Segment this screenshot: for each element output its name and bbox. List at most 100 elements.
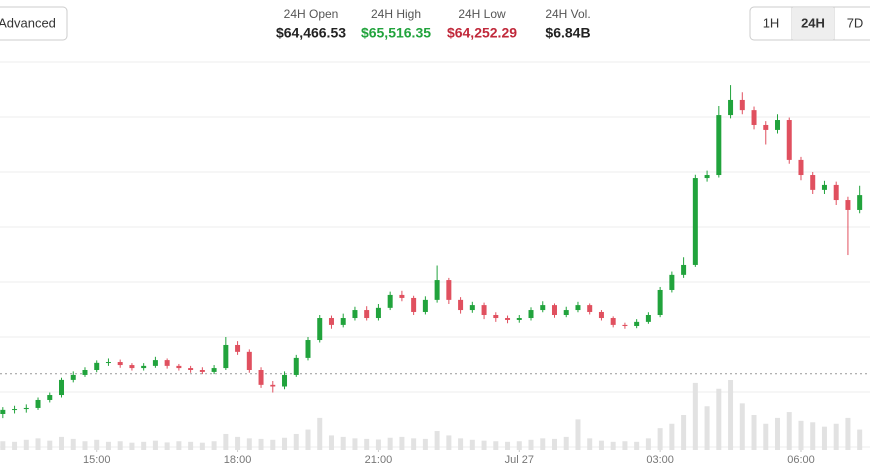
candle-body bbox=[751, 110, 757, 125]
candle-body bbox=[152, 360, 158, 366]
candle-body bbox=[375, 307, 381, 319]
volume-bar bbox=[223, 433, 229, 450]
range-button[interactable]: 7D bbox=[847, 15, 864, 30]
stat-value: $6.84B bbox=[545, 25, 590, 41]
candle-body bbox=[246, 351, 252, 370]
volume-bar bbox=[505, 441, 511, 450]
volume-bar bbox=[422, 438, 428, 450]
volume-bar bbox=[669, 423, 675, 450]
candle-body bbox=[610, 318, 616, 325]
candle-body bbox=[411, 297, 417, 312]
volume-bar bbox=[598, 440, 604, 450]
volume-bar bbox=[246, 438, 252, 450]
stat-value: $64,466.53 bbox=[276, 25, 346, 41]
candle-body bbox=[164, 360, 170, 366]
candle-body bbox=[317, 318, 323, 341]
volume-bar bbox=[657, 428, 663, 450]
range-selected bbox=[792, 8, 834, 39]
volume-bar bbox=[645, 438, 651, 450]
candle-body bbox=[763, 124, 769, 130]
volume-bar bbox=[634, 441, 640, 450]
candle-body bbox=[516, 318, 522, 320]
candle-body bbox=[739, 99, 745, 111]
volume-bar bbox=[810, 422, 816, 450]
candle-body bbox=[223, 344, 229, 369]
candle-body bbox=[199, 370, 205, 372]
candle-body bbox=[59, 379, 65, 396]
volume-bar bbox=[328, 435, 334, 450]
volume-bar bbox=[833, 423, 839, 450]
candle-body bbox=[845, 200, 851, 210]
volume-bar bbox=[235, 436, 241, 450]
volume-bar bbox=[47, 440, 53, 450]
volume-bar bbox=[739, 403, 745, 450]
candle-body bbox=[176, 365, 182, 369]
candle-body bbox=[598, 311, 604, 319]
volume-bar bbox=[786, 412, 792, 450]
candle-body bbox=[551, 305, 557, 315]
candle-body bbox=[446, 280, 452, 300]
candle-body bbox=[387, 294, 393, 308]
volume-bar bbox=[129, 442, 135, 450]
volume-bar bbox=[857, 429, 863, 450]
candle-body bbox=[798, 159, 804, 176]
candle-body bbox=[364, 310, 370, 319]
candle-body bbox=[141, 365, 147, 369]
volume-bar bbox=[317, 417, 323, 450]
volume-bar bbox=[411, 438, 417, 450]
volume-bar bbox=[763, 423, 769, 450]
volume-bar bbox=[516, 441, 522, 450]
volume-bar bbox=[563, 436, 569, 450]
volume-bar bbox=[70, 438, 76, 450]
stat-label: 24H High bbox=[371, 7, 421, 21]
volume-bar bbox=[164, 442, 170, 450]
x-tick-label: 18:00 bbox=[224, 454, 252, 466]
volume-bar bbox=[340, 436, 346, 450]
candle-body bbox=[469, 305, 475, 311]
volume-bar bbox=[493, 441, 499, 450]
candle-body bbox=[458, 299, 464, 311]
x-tick-label: 03:00 bbox=[646, 454, 674, 466]
candle-body bbox=[23, 407, 29, 410]
volume-bar bbox=[434, 431, 440, 450]
candle-body bbox=[493, 315, 499, 319]
volume-bar bbox=[152, 440, 158, 450]
candle-body bbox=[12, 409, 18, 411]
volume-bar bbox=[82, 441, 88, 450]
candle-body bbox=[47, 395, 53, 400]
volume-bar bbox=[481, 440, 487, 450]
candle-body bbox=[833, 184, 839, 201]
volume-bar bbox=[199, 442, 205, 450]
candle-body bbox=[857, 195, 863, 210]
candle-body bbox=[786, 120, 792, 160]
range-button[interactable]: 1H bbox=[763, 15, 780, 30]
volume-bar bbox=[176, 441, 182, 450]
candle-body bbox=[305, 340, 311, 358]
volume-bar bbox=[399, 436, 405, 450]
volume-bar bbox=[0, 441, 6, 450]
volume-bar bbox=[375, 439, 381, 450]
candle-body bbox=[399, 294, 405, 298]
volume-bar bbox=[270, 439, 276, 450]
candle-body bbox=[657, 289, 663, 315]
volume-bar bbox=[551, 438, 557, 450]
volume-bar bbox=[751, 415, 757, 450]
volume-bar bbox=[59, 436, 65, 450]
advanced-label[interactable]: Advanced bbox=[0, 15, 56, 30]
candle-body bbox=[105, 362, 111, 364]
range-button[interactable]: 24H bbox=[801, 15, 825, 30]
stat-value: $65,516.35 bbox=[361, 25, 431, 41]
volume-bar bbox=[352, 438, 358, 450]
stat-label: 24H Vol. bbox=[545, 7, 590, 21]
candle-body bbox=[634, 321, 640, 326]
volume-bar bbox=[305, 429, 311, 450]
volume-bar bbox=[704, 406, 710, 450]
volume-bar bbox=[728, 380, 734, 450]
x-tick-label: 15:00 bbox=[83, 454, 111, 466]
candle-body bbox=[211, 368, 217, 372]
advanced-button[interactable] bbox=[0, 6, 68, 41]
candle-body bbox=[692, 178, 698, 265]
volume-bar bbox=[12, 441, 18, 450]
candle-body bbox=[70, 374, 76, 380]
